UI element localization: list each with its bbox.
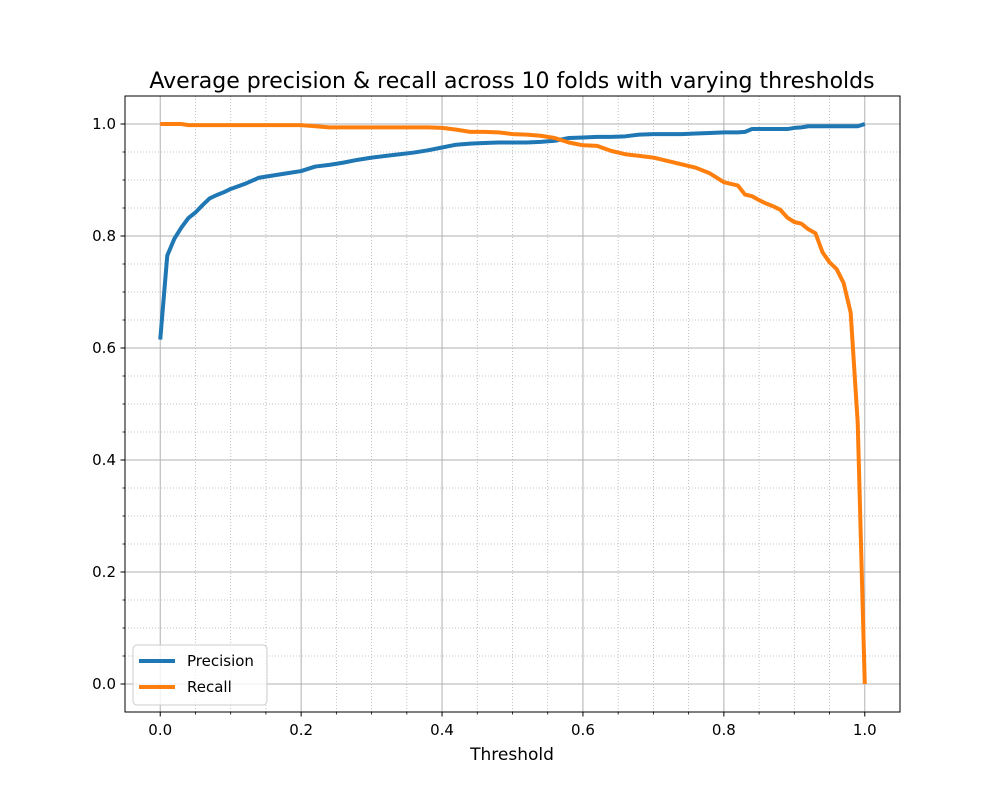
series-line-precision: [158, 122, 866, 340]
x-tick-label: 0.2: [289, 721, 313, 739]
chart-title: Average precision & recall across 10 fol…: [149, 69, 874, 94]
y-tick-label: 0.6: [92, 339, 116, 357]
plot-frame: [124, 95, 901, 713]
legend-label-recall: Recall: [187, 678, 232, 696]
legend-label-precision: Precision: [187, 652, 254, 670]
x-axis-label: Threshold: [469, 745, 554, 765]
x-tick-label: 0.0: [148, 721, 172, 739]
y-tick-label: 0.0: [92, 675, 116, 693]
y-tick-label: 0.8: [92, 227, 116, 245]
minor-grid: [125, 96, 900, 712]
x-tick-label: 0.4: [430, 721, 454, 739]
y-tick-label: 1.0: [92, 115, 116, 133]
y-tick-label: 0.4: [92, 451, 116, 469]
x-tick-label: 1.0: [853, 721, 877, 739]
x-tick-label: 0.6: [571, 721, 595, 739]
y-tick-label: 0.2: [92, 563, 116, 581]
x-tick-label: 0.8: [712, 721, 736, 739]
series-line-recall: [160, 122, 867, 685]
series-layer: [158, 122, 867, 685]
legend: Precision Recall: [132, 644, 268, 706]
axis-ticks: 0.0 0.2 0.4 0.6 0.8 1.0 0.0 0.2 0.4 0.6 0.8 1.0: [92, 115, 877, 739]
